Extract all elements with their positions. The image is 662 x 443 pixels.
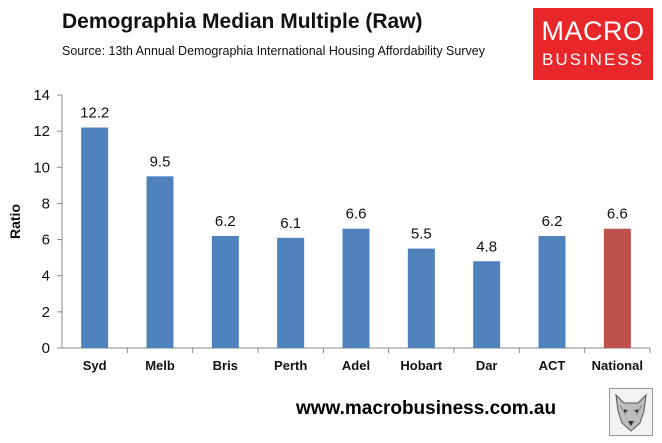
bar-adel xyxy=(342,228,370,348)
y-tick-label: 14 xyxy=(33,87,50,104)
category-label-adel: Adel xyxy=(342,358,370,373)
wolf-head-icon xyxy=(609,388,653,436)
bar-melb xyxy=(146,176,174,348)
y-tick-label: 8 xyxy=(42,195,50,212)
macrobusiness-logo: MACRO BUSINESS xyxy=(533,8,653,80)
data-label-melb: 9.5 xyxy=(150,153,171,170)
category-label-national: National xyxy=(592,358,643,373)
y-tick-label: 6 xyxy=(42,232,50,249)
y-axis-label: Ratio xyxy=(7,204,23,239)
logo-line-2: BUSINESS xyxy=(542,50,644,69)
bar-perth xyxy=(277,237,305,348)
y-tick-label: 4 xyxy=(42,268,50,285)
data-label-bris: 6.2 xyxy=(215,213,236,230)
category-label-hobart: Hobart xyxy=(400,358,443,373)
data-label-act: 6.2 xyxy=(542,213,563,230)
footer-url: www.macrobusiness.com.au xyxy=(296,398,557,419)
bar-national xyxy=(603,228,631,348)
category-label-melb: Melb xyxy=(145,358,175,373)
data-label-syd: 12.2 xyxy=(80,105,109,122)
bar-bris xyxy=(211,235,239,348)
data-label-dar: 4.8 xyxy=(476,238,497,255)
chart-subtitle: Source: 13th Annual Demographia Internat… xyxy=(62,44,485,58)
data-label-adel: 6.6 xyxy=(346,206,367,223)
y-tick-label: 0 xyxy=(42,340,50,357)
category-label-act: ACT xyxy=(539,358,566,373)
category-label-dar: Dar xyxy=(476,358,498,373)
bar-dar xyxy=(473,261,501,348)
bar-syd xyxy=(81,127,109,349)
category-label-syd: Syd xyxy=(83,358,107,373)
y-tick-label: 10 xyxy=(33,159,50,176)
logo-line-1: MACRO xyxy=(541,16,645,46)
category-label-perth: Perth xyxy=(274,358,307,373)
y-tick-label: 2 xyxy=(42,304,50,321)
bar-act xyxy=(538,235,566,348)
data-label-national: 6.6 xyxy=(607,206,628,223)
category-label-bris: Bris xyxy=(213,358,238,373)
bar-hobart xyxy=(407,248,435,348)
y-tick-label: 12 xyxy=(33,123,50,140)
data-label-hobart: 5.5 xyxy=(411,226,432,243)
data-label-perth: 6.1 xyxy=(280,215,301,232)
chart-title: Demographia Median Multiple (Raw) xyxy=(62,10,423,33)
